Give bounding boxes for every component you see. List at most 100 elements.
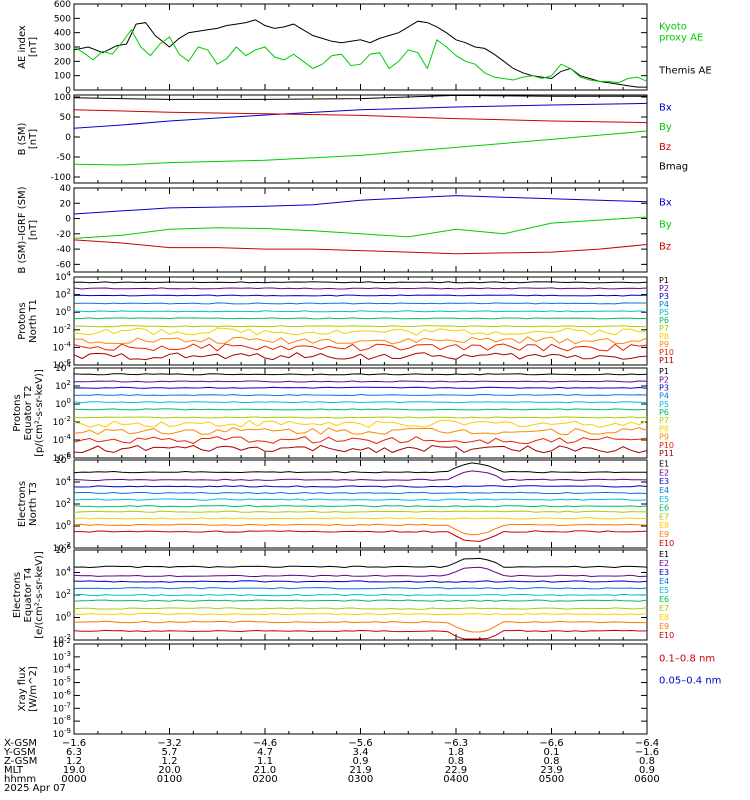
ee-legend-entry: E2 (659, 559, 669, 568)
ephem-value: 3.4 (353, 747, 369, 758)
pe-legend-entry: P2 (659, 375, 669, 384)
ee-channel-e1 (73, 557, 648, 569)
ae-series-kyoto-proxy-ae (73, 28, 648, 84)
pn-channel-p9 (73, 336, 648, 345)
ee-legend-entry: E7 (659, 604, 669, 613)
ee-legend-entry: E9 (659, 622, 669, 631)
pn-channel-p7 (73, 325, 648, 328)
ephem-value: −6.4 (635, 738, 659, 749)
pe-ytick-label: 102 (55, 379, 71, 392)
ephem-value: −5.6 (348, 738, 372, 749)
xray-ytick-label: 10-6 (53, 688, 72, 701)
pe-legend-entry: P1 (659, 367, 669, 376)
ae-ytick-label: 0 (65, 86, 71, 96)
en-channel-e5 (73, 498, 648, 501)
ee-channel-e10 (73, 629, 648, 640)
ephem-row-label: X-GSM (4, 738, 37, 749)
bigrf-ytick-label: 40 (60, 184, 72, 194)
en-channel-e3 (73, 485, 648, 488)
bigrf-series-bx (73, 195, 648, 215)
ae-frame (73, 3, 648, 91)
ae-ylabel: AE index (17, 25, 28, 69)
pe-channel-p1 (73, 373, 648, 376)
ephem-value: 0400 (443, 774, 468, 785)
ee-legend-entry: E6 (659, 595, 669, 604)
bigrf-ytick-label: -40 (56, 245, 71, 255)
pn-legend-entry: P11 (659, 356, 674, 365)
bigrf-ylabel: B (SM)–IGRF (SM) (17, 186, 28, 273)
pn-channel-p6 (73, 317, 647, 320)
xray-ytick-label: 10-5 (53, 676, 71, 689)
ephemeris-table: X-GSM −1.6 −3.2 −4.6 −5.6 −6.3 −6.6 −6.4 Y-GSM 6.… (3, 738, 660, 794)
ee-legend-entry: E5 (659, 586, 669, 595)
bigrf-legend-entry: Bz (659, 242, 671, 253)
pe-legend-entry: P6 (659, 408, 669, 417)
pn-ylabel: North T1 (28, 299, 39, 343)
bigrf-ytick-label: 20 (60, 199, 72, 209)
pe-channel-p6 (74, 408, 648, 411)
ee-ylabel: [e/(cm²-s-sr-keV)] (34, 551, 45, 639)
pn-channel-p1 (73, 281, 648, 284)
xray-ytick-label: 10-8 (53, 714, 71, 727)
ae-ylabel: [nT] (28, 37, 39, 57)
ephem-value: 0.8 (639, 756, 655, 767)
bsm-ylabel: B (SM) (17, 122, 28, 155)
ephem-value: 23.9 (540, 765, 562, 776)
ae-panel: 0 100 200 300 400 500 600 AE index [nT] Kyotoprox… (17, 0, 712, 96)
ee-ytick-label: 102 (55, 588, 71, 601)
en-frame (73, 459, 648, 549)
en-legend-entry: E5 (659, 495, 669, 504)
ephem-row-label: Z-GSM (4, 756, 37, 767)
ae-series-themis-ae (73, 19, 647, 88)
ephem-value: 19.0 (63, 765, 85, 776)
pe-channel-p7 (73, 416, 648, 419)
bsm-ytick-label: 100 (54, 93, 71, 103)
ephem-value: 0300 (348, 774, 373, 785)
ephem-value: −1.6 (62, 738, 86, 749)
pe-legend-entry: P11 (659, 449, 674, 458)
en-channel-e8 (73, 517, 648, 520)
bsm-series-bz (73, 109, 648, 124)
ephem-value: 0.9 (353, 756, 369, 767)
bsm-legend-entry: Bx (659, 103, 672, 114)
ee-channel-e4 (73, 587, 648, 590)
bsm-panel: -100 -50 0 50 100 B (SM) [nT] Bx By Bz Bmag (17, 93, 688, 184)
pn-legend-entry: P10 (659, 348, 674, 357)
ae-ytick-label: 400 (54, 29, 71, 39)
ephem-value: 0600 (634, 774, 659, 785)
bsm-series-bx (73, 102, 648, 129)
en-channel-e10 (74, 530, 648, 542)
en-ylabel: North T3 (28, 482, 39, 526)
bsm-series-bmag (73, 94, 647, 100)
ephem-row-label: MLT (4, 765, 24, 776)
en-legend-entry: E1 (659, 460, 669, 469)
ee-ytick-label: 104 (55, 566, 71, 579)
pe-ytick-label: 10-4 (53, 433, 72, 446)
ephem-value: 1.8 (448, 747, 464, 758)
pn-channel-p10 (73, 343, 648, 352)
en-legend-entry: E10 (659, 539, 674, 548)
ephem-value: 1.2 (66, 756, 82, 767)
pn-channel-p3 (73, 294, 648, 297)
pe-legend-entry: P8 (659, 424, 669, 433)
pe-ylabel: Equator T2 (23, 386, 34, 441)
en-legend-entry: E2 (659, 468, 669, 477)
xray-legend-entry: 0.1–0.8 nm (659, 654, 715, 665)
pe-channel-p10 (73, 436, 648, 445)
pn-legend-entry: P4 (659, 300, 669, 309)
ephem-value: 0.8 (448, 756, 464, 767)
ephem-value: −6.3 (444, 738, 468, 749)
pe-ytick-label: 10-2 (53, 415, 71, 428)
bsm-ytick-label: -100 (51, 173, 72, 183)
en-legend-entry: E7 (659, 512, 669, 521)
bigrf-ytick-label: -20 (56, 230, 71, 240)
ephem-value: 0500 (539, 774, 564, 785)
bigrf-ytick-label: -60 (56, 260, 71, 270)
pe-channel-p2 (73, 380, 648, 383)
pn-channel-p11 (73, 352, 648, 361)
ephem-value: 1.1 (257, 756, 273, 767)
